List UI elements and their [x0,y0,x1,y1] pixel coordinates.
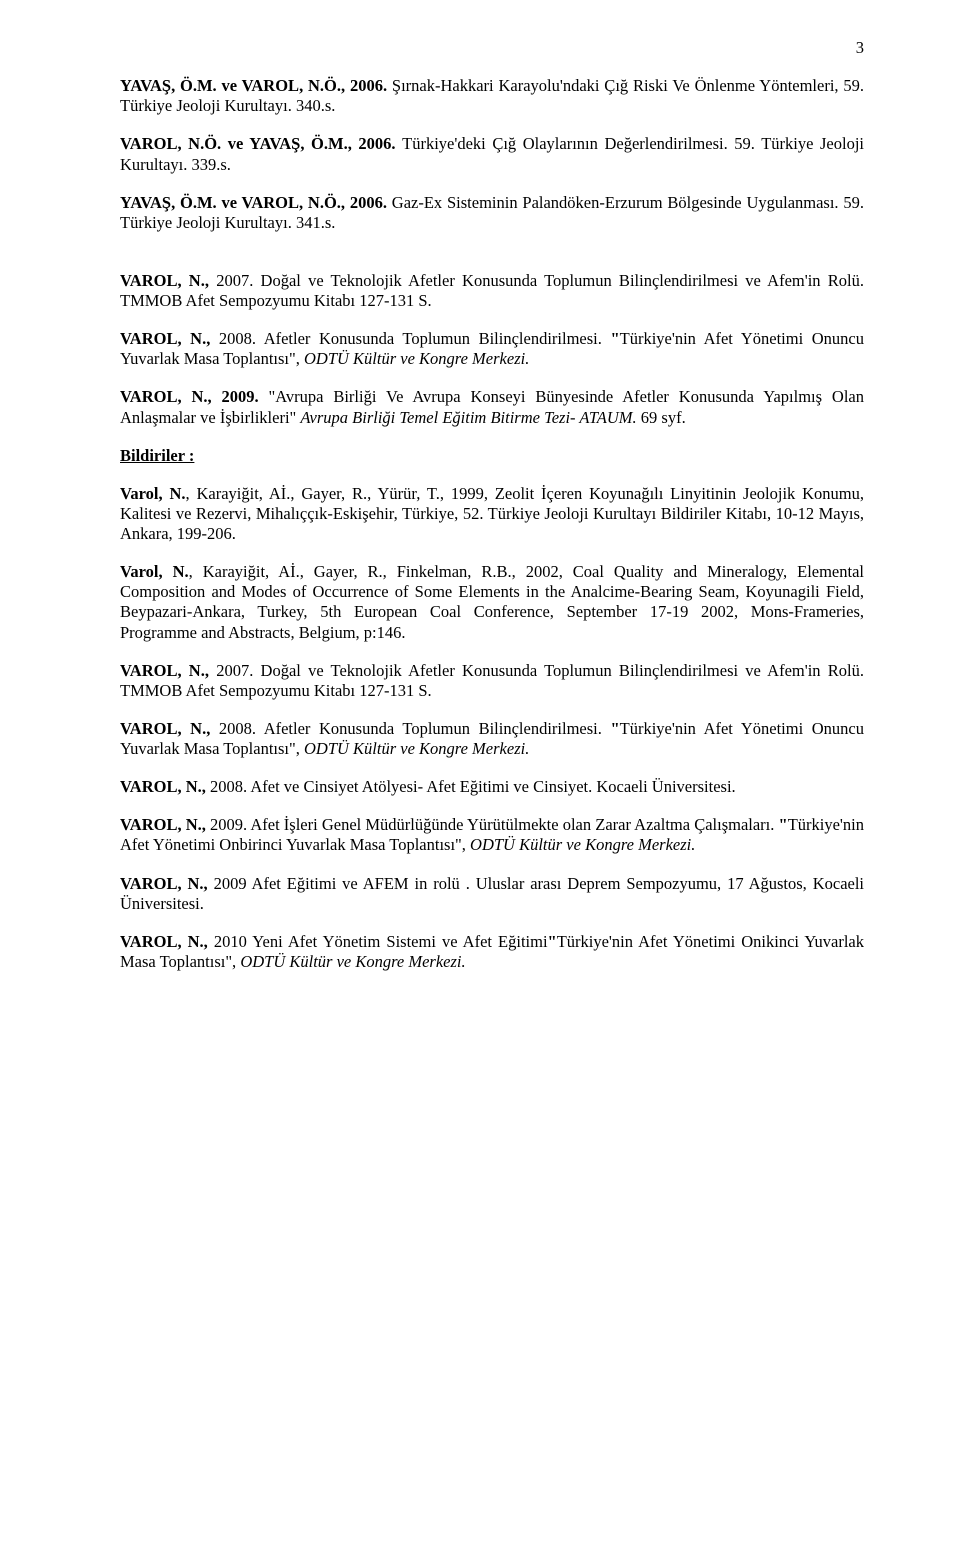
text-run: VAROL, N., [120,874,214,893]
text-run: VAROL, N., 2009. [120,387,268,406]
text-run: , Karayiğit, Aİ., Gayer, R., Yürür, T., … [120,484,864,543]
text-run: 2010 [214,932,252,951]
text-run: Yeni Afet Yönetim Sistemi ve Afet Eğitim… [252,932,547,951]
paragraph: VAROL, N., 2007. Doğal ve Teknolojik Afe… [120,271,864,311]
paragraph: VAROL, N.Ö. ve YAVAŞ, Ö.M., 2006. Türkiy… [120,134,864,174]
bibliography-entry: Varol, N., Karayiğit, Aİ., Gayer, R., Yü… [120,484,864,544]
text-run: , Karayiğit, Aİ., Gayer, R., Finkelman, … [120,562,864,641]
paragraph: YAVAŞ, Ö.M. ve VAROL, N.Ö., 2006. Gaz-Ex… [120,193,864,233]
paragraph: YAVAŞ, Ö.M. ve VAROL, N.Ö., 2006. Şırnak… [120,76,864,116]
text-run: ODTÜ Kültür ve Kongre Merkezi. [304,349,529,368]
text-run: 2008. Afetler Konusunda Toplumun Bilinçl… [219,329,611,348]
bibliography-entry: VAROL, N., 2007. Doğal ve Teknolojik Afe… [120,661,864,701]
text-run: " [610,719,619,738]
text-run: " [779,815,788,834]
bildiriler-paragraphs: Varol, N., Karayiğit, Aİ., Gayer, R., Yü… [120,484,864,972]
text-run: " [548,932,557,951]
text-run: 69 syf. [641,408,686,427]
text-run: 2009 Afet Eğitimi ve AFEM in rolü [214,874,460,893]
text-run: VAROL, N., [120,329,219,348]
text-run: Avrupa Birliği Temel Eğitim Bitirme Tezi… [300,408,640,427]
page-number: 3 [120,38,864,58]
text-run: ODTÜ Kültür ve Kongre Merkezi. [240,952,465,971]
text-run: 2009. Afet İşleri Genel Müdürlüğünde Yür… [210,815,779,834]
document-page: 3 YAVAŞ, Ö.M. ve VAROL, N.Ö., 2006. Şırn… [0,0,960,1030]
bibliography-entry: VAROL, N., 2008. Afet ve Cinsiyet Atölye… [120,777,864,797]
top-paragraphs: YAVAŞ, Ö.M. ve VAROL, N.Ö., 2006. Şırnak… [120,76,864,428]
bibliography-entry: VAROL, N., 2008. Afetler Konusunda Toplu… [120,719,864,759]
paragraph: VAROL, N., 2008. Afetler Konusunda Toplu… [120,329,864,369]
text-run: Varol, N. [120,484,186,503]
text-run: ODTÜ Kültür ve Kongre Merkezi. [470,835,695,854]
text-run: 2007. Doğal ve Teknolojik Afetler Konusu… [120,271,864,310]
text-run: 2008. Afet ve Cinsiyet Atölyesi- Afet Eğ… [210,777,736,796]
text-run: VAROL, N., [120,777,210,796]
text-run: VAROL, N., [120,271,216,290]
text-run: ODTÜ Kültür ve Kongre Merkezi. [304,739,529,758]
text-run: YAVAŞ, Ö.M. ve VAROL, N.Ö., 2006. [120,193,392,212]
bibliography-entry: Varol, N., Karayiğit, Aİ., Gayer, R., Fi… [120,562,864,643]
bibliography-entry: VAROL, N., 2009 Afet Eğitimi ve AFEM in … [120,874,864,914]
text-run: VAROL, N., [120,932,214,951]
bibliography-entry: VAROL, N., 2009. Afet İşleri Genel Müdür… [120,815,864,855]
section-heading-bildiriler: Bildiriler : [120,446,864,466]
text-run: 2008. Afetler Konusunda Toplumun Bilinçl… [219,719,611,738]
text-run: " [610,329,619,348]
text-run: YAVAŞ, Ö.M. ve VAROL, N.Ö., 2006. [120,76,392,95]
paragraph: VAROL, N., 2009. "Avrupa Birliği Ve Avru… [120,387,864,427]
text-run: VAROL, N., [120,719,219,738]
text-run: 2007. Doğal ve Teknolojik Afetler Konusu… [120,661,864,700]
bibliography-entry: VAROL, N., 2010 Yeni Afet Yönetim Sistem… [120,932,864,972]
text-run: VAROL, N., [120,815,210,834]
text-run: . [460,874,476,893]
text-run: VAROL, N., [120,661,216,680]
text-run: Varol, N. [120,562,189,581]
text-run: VAROL, N.Ö. ve YAVAŞ, Ö.M., 2006. [120,134,402,153]
